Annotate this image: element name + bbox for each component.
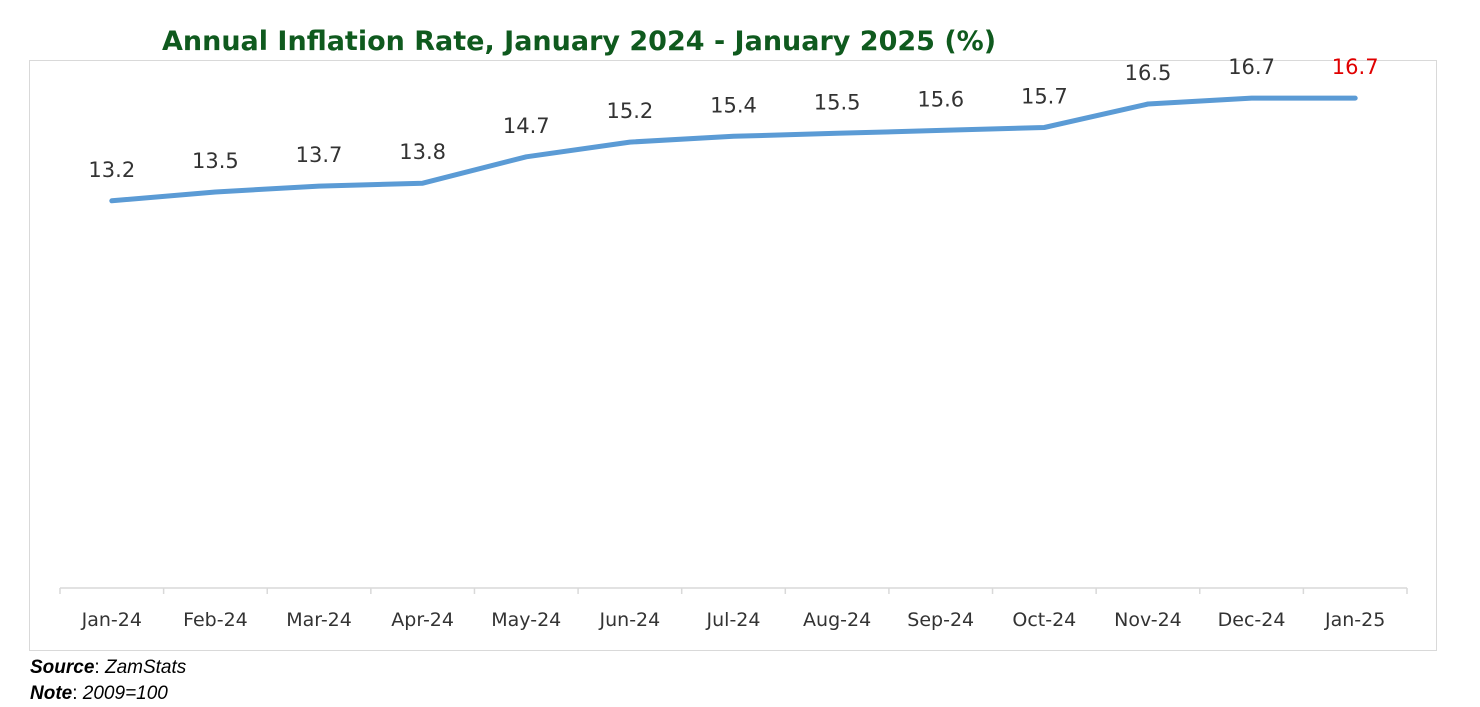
note-label: Note xyxy=(30,683,73,704)
note-colon: : xyxy=(72,683,83,704)
data-label: 16.7 xyxy=(1332,55,1379,79)
data-label: 15.7 xyxy=(1021,84,1068,108)
data-labels: 13.2 13.5 13.7 13.8 14.7 15.2 15.4 15.5 15.6 15.7… xyxy=(88,55,1378,182)
data-label: 15.2 xyxy=(607,99,654,123)
source-colon: : xyxy=(94,657,105,678)
chart-title: Annual Inflation Rate, January 2024 - Ja… xyxy=(162,26,997,57)
x-tick-label: Mar-24 xyxy=(286,609,352,631)
note-value: 2009=100 xyxy=(82,683,168,704)
data-label: 13.7 xyxy=(296,143,343,167)
base-note: Note: 2009=100 xyxy=(30,681,186,707)
data-label: 16.7 xyxy=(1228,55,1275,79)
x-tick-label: Jan-24 xyxy=(81,609,142,631)
data-label: 13.2 xyxy=(88,158,135,182)
data-label: 14.7 xyxy=(503,114,550,138)
x-tick-label: Oct-24 xyxy=(1012,609,1076,631)
x-tick-label: May-24 xyxy=(491,609,561,631)
x-tick-label: Sep-24 xyxy=(907,609,974,631)
data-label: 13.5 xyxy=(192,149,239,173)
x-tick-label: Jan-25 xyxy=(1324,609,1385,631)
x-tick-label: Jul-24 xyxy=(706,609,761,631)
x-tick-label: Jun-24 xyxy=(599,609,661,631)
chart-frame xyxy=(29,60,1437,651)
footnotes: Source: ZamStats Note: 2009=100 xyxy=(30,655,186,707)
data-label: 15.4 xyxy=(710,93,757,117)
x-tick-label: Dec-24 xyxy=(1218,609,1286,631)
x-axis xyxy=(59,587,1408,594)
data-label: 15.5 xyxy=(814,90,861,114)
x-tick-label: Aug-24 xyxy=(803,609,871,631)
x-tick-label: Nov-24 xyxy=(1114,609,1182,631)
data-label: 15.6 xyxy=(917,87,964,111)
x-tick-labels: Jan-24 Feb-24 Mar-24 Apr-24 May-24 Jun-24 Jul-… xyxy=(81,609,1386,631)
source-note: Source: ZamStats xyxy=(30,655,186,681)
x-tick-label: Apr-24 xyxy=(391,609,454,631)
inflation-series-line xyxy=(109,95,1358,204)
series-line-group xyxy=(109,95,1358,204)
data-label: 13.8 xyxy=(399,140,446,164)
source-value: ZamStats xyxy=(104,657,187,678)
source-label: Source xyxy=(30,657,95,678)
data-label: 16.5 xyxy=(1125,61,1172,85)
x-tick-label: Feb-24 xyxy=(183,609,248,631)
